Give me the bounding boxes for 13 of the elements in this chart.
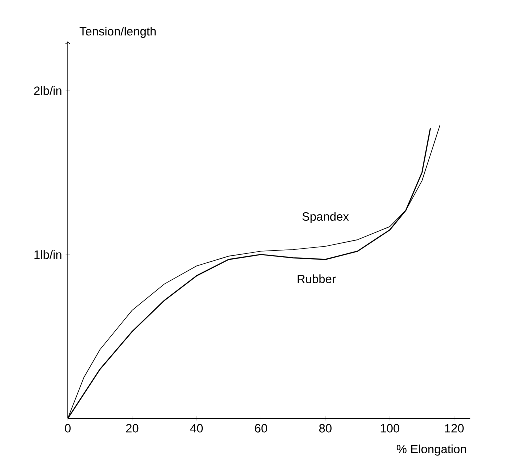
x-tick-label: 100 <box>380 424 400 433</box>
x-tick-label: 60 <box>255 424 268 433</box>
x-axis-title: % Elongation <box>396 444 466 456</box>
series-label: Spandex <box>302 212 350 224</box>
x-tick-label: 120 <box>445 424 464 433</box>
x-tick-label: 0 <box>65 424 71 433</box>
x-tick-label: 80 <box>320 424 332 433</box>
x-tick-label: 40 <box>190 424 204 433</box>
y-tick-label: 2lb/in <box>34 86 62 96</box>
series-label: Rubber <box>298 274 336 284</box>
x-tick-label: 20 <box>126 424 139 433</box>
y-axis-title: Tension/length <box>80 27 156 38</box>
y-tick-label: 1lb/in <box>34 250 62 260</box>
